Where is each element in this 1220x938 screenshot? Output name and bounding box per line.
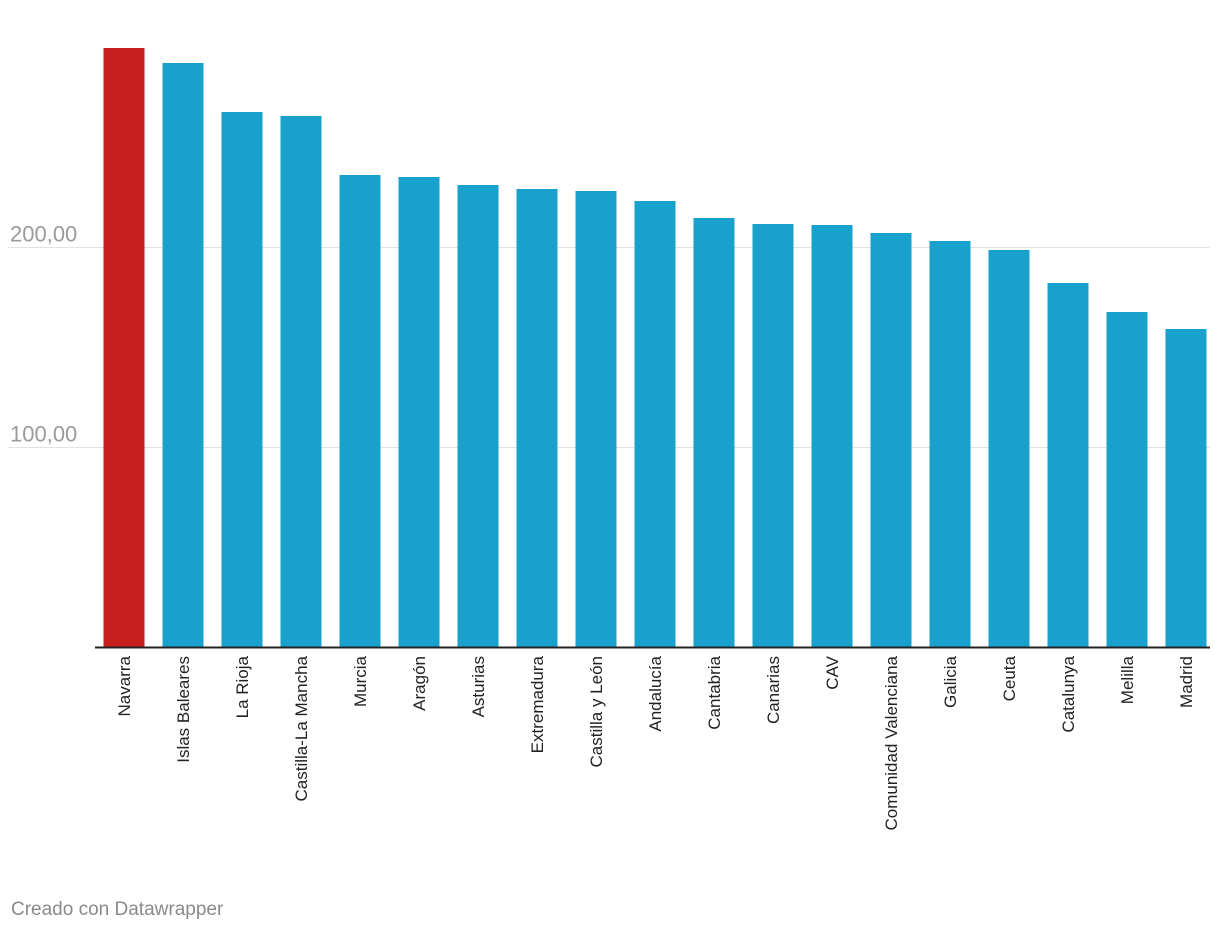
- x-category-label: Canarias: [764, 656, 783, 724]
- x-category-label: Castilla y León: [587, 656, 606, 768]
- bar: [162, 63, 204, 647]
- x-category-label: Melilla: [1118, 655, 1137, 704]
- bar: [929, 241, 971, 647]
- bar: [693, 218, 735, 647]
- x-axis-category-labels: Navarra Islas Baleares La Rioja Castilla-La…: [115, 655, 1196, 830]
- x-category-label: Catalunya: [1059, 655, 1078, 732]
- bar: [1047, 283, 1089, 647]
- bar: [280, 116, 322, 647]
- y-tick-label: 100,00: [10, 422, 77, 447]
- x-category-label: Comunidad Valenciana: [882, 655, 901, 830]
- x-category-label: Murcia: [351, 655, 370, 707]
- x-category-label: Extremadura: [528, 655, 547, 753]
- x-category-label: Ceuta: [1000, 655, 1019, 701]
- bar: [988, 250, 1030, 647]
- bar: [457, 185, 499, 647]
- y-tick-label: 200,00: [10, 222, 77, 247]
- x-category-label: La Rioja: [233, 655, 252, 718]
- x-category-label: Castilla-La Mancha: [292, 655, 311, 801]
- footer-credit: Creado con Datawrapper: [11, 899, 224, 920]
- bar: [575, 191, 617, 647]
- y-axis-tick-labels: 100,00 200,00: [10, 222, 77, 447]
- bar: [516, 189, 558, 647]
- x-category-label: CAV: [823, 655, 842, 689]
- bar: [398, 177, 440, 647]
- x-category-label: Asturias: [469, 656, 488, 717]
- bar: [811, 225, 853, 647]
- x-category-label: Cantabria: [705, 655, 724, 729]
- x-category-label: Navarra: [115, 655, 134, 716]
- bar: [634, 201, 676, 647]
- bar: [1106, 312, 1148, 647]
- x-category-label: Galicia: [941, 655, 960, 708]
- bar: [1165, 329, 1207, 647]
- bar: [752, 224, 794, 647]
- bar: [221, 112, 263, 647]
- x-category-label: Madrid: [1177, 656, 1196, 708]
- x-category-label: Aragón: [410, 656, 429, 711]
- bars: [103, 48, 1207, 647]
- bar: [103, 48, 145, 647]
- x-category-label: Islas Baleares: [174, 656, 193, 763]
- x-category-label: Andalucía: [646, 655, 665, 731]
- bar: [339, 175, 381, 647]
- bar: [870, 233, 912, 647]
